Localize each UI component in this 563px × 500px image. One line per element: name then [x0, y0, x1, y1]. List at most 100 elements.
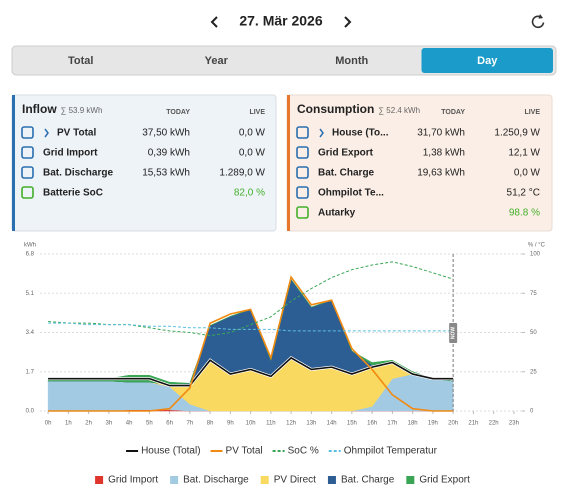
row-live: 0,0 W	[239, 128, 266, 139]
x-tick-label: 22h	[489, 421, 499, 427]
row-icon	[296, 126, 309, 139]
col-header: TODAY	[441, 109, 465, 116]
row-label: Bat. Discharge	[43, 168, 113, 179]
x-tick-label: 9h	[227, 421, 234, 427]
row-icon	[21, 126, 34, 139]
row-live: 0,0 W	[514, 168, 541, 179]
card-title: Consumption	[297, 102, 374, 116]
legend-swatch	[260, 476, 269, 484]
tab[interactable]: Month	[335, 55, 368, 67]
row-icon	[21, 146, 34, 159]
row-label: Grid Import	[43, 148, 98, 159]
x-tick-label: 7h	[187, 421, 194, 427]
expand-chevron[interactable]	[319, 128, 324, 138]
row-icon	[296, 206, 309, 219]
card-title: Inflow	[22, 102, 57, 116]
legend-label[interactable]: House (Total)	[141, 446, 200, 457]
x-tick-label: 11h	[266, 421, 276, 427]
prev-day[interactable]	[210, 16, 218, 28]
legend-label[interactable]: Grid Export	[419, 475, 470, 486]
row-label: Bat. Charge	[318, 168, 375, 179]
legend: House (Total) PV Total SoC % Ohmpilot Tempe…	[126, 446, 438, 457]
row-live: 12,1 W	[508, 148, 540, 159]
legend-label[interactable]: Bat. Charge	[341, 475, 395, 486]
row-today: 1,38 kWh	[423, 148, 465, 159]
row-label: Ohmpilot Te...	[318, 188, 384, 199]
legend-label[interactable]: PV Total	[226, 446, 263, 457]
y2-tick-label: 100	[530, 252, 541, 258]
row-label: Batterie SoC	[43, 188, 103, 199]
tab[interactable]: Total	[68, 55, 93, 67]
row-today: 37,50 kWh	[142, 128, 190, 139]
legend-swatch	[95, 476, 104, 484]
now-label: NOW	[450, 327, 456, 340]
row-live: 51,2 °C	[507, 188, 540, 199]
x-tick-label: 4h	[126, 421, 133, 427]
row-icon	[296, 166, 309, 179]
y-tick-label: 5.1	[26, 291, 35, 297]
row-label: PV Total	[57, 128, 96, 139]
x-tick-label: 21h	[468, 421, 478, 427]
legend: Grid Import Bat. Discharge PV Direct Bat. C…	[95, 475, 470, 486]
legend-label[interactable]: PV Direct	[274, 475, 316, 486]
y-tick-label: 6.8	[26, 252, 35, 258]
x-tick-label: 10h	[246, 421, 256, 427]
y-axis-label: kWh	[24, 243, 36, 249]
col-header: TODAY	[166, 109, 190, 116]
tab-bar	[11, 45, 557, 76]
row-today: 0,39 kWh	[148, 148, 190, 159]
y2-tick-label: 0	[530, 409, 534, 415]
row-icon	[21, 186, 34, 199]
line	[48, 275, 454, 412]
row-live: 98.8 %	[509, 208, 540, 219]
row-icon	[21, 166, 34, 179]
card-accent	[287, 95, 290, 231]
row-today: 15,53 kWh	[142, 168, 190, 179]
x-tick-label: 23h	[509, 421, 519, 427]
x-tick-label: 16h	[367, 421, 377, 427]
row-live: 82,0 %	[234, 188, 265, 199]
x-tick-label: 18h	[408, 421, 418, 427]
legend-label[interactable]: Ohmpilot Temperatur	[344, 446, 438, 457]
row-icon	[296, 186, 309, 199]
x-tick-label: 3h	[106, 421, 113, 427]
legend-swatch	[170, 476, 179, 484]
row-icon	[296, 146, 309, 159]
line	[48, 356, 454, 387]
next-day[interactable]	[344, 16, 352, 28]
col-header: LIVE	[249, 109, 265, 116]
legend-label[interactable]: Grid Import	[108, 475, 158, 486]
x-tick-label: 14h	[327, 421, 337, 427]
row-today: 31,70 kWh	[417, 128, 465, 139]
y2-tick-label: 25	[530, 369, 537, 375]
legend-swatch	[406, 476, 415, 484]
date: 27. Mär 2026	[239, 13, 322, 29]
y2-tick-label: 50	[530, 330, 537, 336]
x-tick-label: 2h	[85, 421, 92, 427]
x-tick-label: 12h	[286, 421, 296, 427]
row-label: Autarky	[318, 208, 356, 219]
x-tick-label: 15h	[347, 421, 357, 427]
x-tick-label: 5h	[146, 421, 153, 427]
x-tick-label: 20h	[448, 421, 458, 427]
refresh[interactable]	[531, 14, 545, 29]
legend-swatch	[327, 476, 336, 484]
now-badge	[449, 323, 458, 343]
legend-label[interactable]: SoC %	[288, 446, 319, 457]
tab[interactable]: Year	[205, 55, 229, 67]
x-tick-label: 19h	[428, 421, 438, 427]
card-accent	[12, 95, 15, 231]
x-tick-label: 17h	[387, 421, 397, 427]
row-label: Grid Export	[318, 148, 374, 159]
tab[interactable]: Day	[477, 55, 498, 67]
legend-label[interactable]: Bat. Discharge	[183, 475, 249, 486]
x-tick-label: 13h	[306, 421, 316, 427]
row-live: 0,0 W	[239, 148, 266, 159]
x-tick-label: 6h	[166, 421, 173, 427]
x-tick-label: 0h	[45, 421, 52, 427]
expand-chevron[interactable]	[44, 128, 49, 138]
tab-active	[421, 48, 553, 73]
col-header: LIVE	[524, 109, 540, 116]
x-tick-label: 8h	[207, 421, 214, 427]
